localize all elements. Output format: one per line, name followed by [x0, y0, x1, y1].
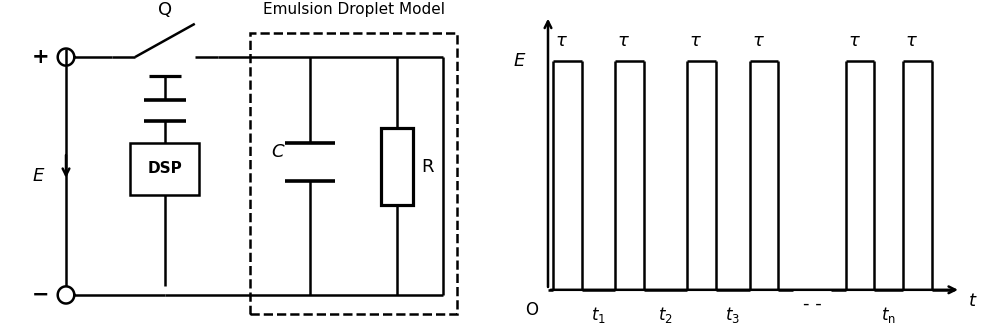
Text: $\tau$: $\tau$	[617, 32, 630, 50]
Text: $t_1$: $t_1$	[591, 305, 606, 325]
Text: Emulsion Droplet Model: Emulsion Droplet Model	[263, 2, 445, 17]
Text: - -: - -	[803, 294, 821, 312]
Text: +: +	[32, 47, 50, 67]
Text: $\tau$: $\tau$	[555, 32, 568, 50]
Text: C: C	[271, 143, 284, 161]
Text: O: O	[525, 301, 538, 319]
Text: R: R	[421, 158, 433, 175]
Text: $\tau$: $\tau$	[689, 32, 702, 50]
Text: $\tau$: $\tau$	[905, 32, 918, 50]
Text: $t$: $t$	[968, 292, 978, 310]
Text: $t_2$: $t_2$	[658, 305, 673, 325]
Text: $E$: $E$	[513, 53, 526, 71]
Text: $t_{\mathrm{n}}$: $t_{\mathrm{n}}$	[881, 305, 896, 325]
Text: DSP: DSP	[148, 162, 182, 176]
FancyBboxPatch shape	[381, 129, 413, 204]
FancyBboxPatch shape	[130, 143, 199, 195]
Text: $t_3$: $t_3$	[725, 305, 740, 325]
Text: $E$: $E$	[32, 167, 45, 185]
Text: Q: Q	[158, 1, 172, 19]
Text: $\tau$: $\tau$	[848, 32, 860, 50]
Text: −: −	[32, 285, 49, 305]
Text: $\tau$: $\tau$	[752, 32, 764, 50]
